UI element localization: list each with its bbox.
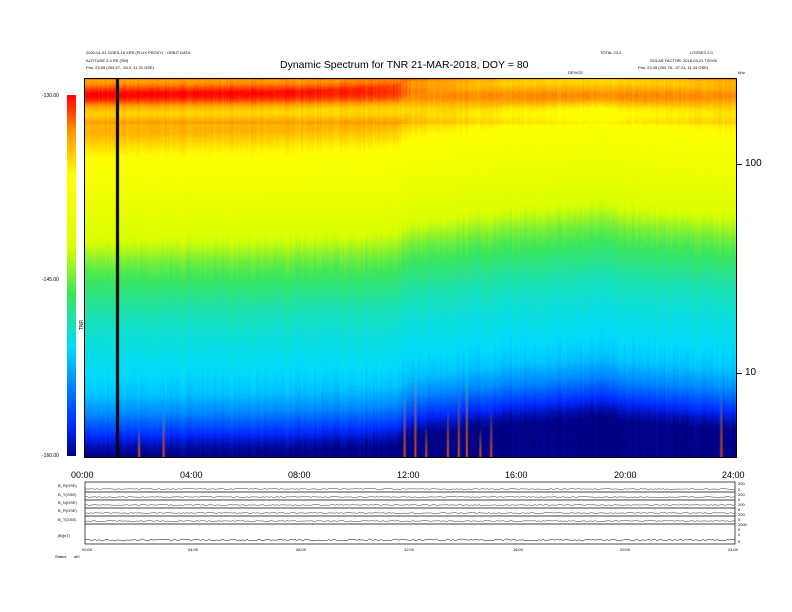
bottom-x-tick-6: 24:00 — [728, 547, 739, 552]
x-tick-4: 16:00 — [505, 470, 528, 480]
header-right-line2: LOSSES 2.0 — [690, 50, 713, 55]
bottom-x-tick-3: 12:00 — [404, 547, 415, 552]
bottom-x-tick-4: 16:00 — [513, 547, 524, 552]
x-tick-6: 24:00 — [722, 470, 745, 480]
bottom-panel — [84, 481, 736, 545]
right-tick-7: 200 — [738, 512, 745, 517]
footer-status-2: at0 — [74, 554, 80, 559]
right-tick-8: 0 — [738, 517, 741, 522]
colorbar-tick-mid: -145.00 — [42, 277, 59, 283]
x-tick-5: 20:00 — [614, 470, 637, 480]
bottom-x-tick-0: 00:00 — [82, 547, 93, 552]
footer-status: Status — [55, 554, 67, 559]
x-tick-0: 00:00 — [71, 470, 94, 480]
y-tick-100-mark — [736, 164, 742, 165]
right-tick-11: 2 — [738, 532, 741, 537]
x-tick-3: 12:00 — [397, 470, 420, 480]
bottom-x-tick-1: 04:00 — [188, 547, 199, 552]
right-tick-5: 200 — [738, 502, 745, 507]
row-label-2: B_T(GSE) — [58, 492, 77, 497]
trace-row-5 — [84, 520, 736, 522]
trace-row-6 — [84, 538, 736, 542]
row-label-5: B_T(GSE) — [58, 517, 77, 522]
bottom-x-tick-2: 08:00 — [296, 547, 307, 552]
y-tick-10-mark — [736, 373, 742, 374]
trace-row-1 — [84, 488, 736, 490]
right-tick-4: 0 — [738, 497, 741, 502]
right-tick-1: 200 — [738, 481, 745, 486]
trace-row-3 — [84, 504, 736, 506]
right-tick-3: 200 — [738, 492, 745, 497]
header-right-line4: Pos: 23.49 (253.78, -37.23, 11.34 GSE) — [638, 65, 709, 70]
y-tick-10: 10 — [745, 367, 757, 378]
right-tick-12: 0 — [738, 539, 741, 544]
bottom-x-tick-5: 20:00 — [620, 547, 631, 552]
header-right-line1: TOTAL 23.4 — [600, 50, 622, 55]
x-tick-1: 04:00 — [180, 470, 203, 480]
row-label-1: B_R(GSE) — [58, 483, 77, 488]
trace-row-4 — [84, 512, 736, 514]
header-left-line1: 2020-01-01 GOES-16 XRS (FLUX PROXY) · OR… — [86, 50, 191, 55]
colorbar-tick-bottom: -160.00 — [42, 453, 59, 459]
spectrogram-plot — [84, 78, 737, 458]
right-tick-9: 1000 — [738, 522, 747, 527]
right-tick-10: 0 — [738, 527, 741, 532]
top-right-unit: kHz — [738, 70, 745, 75]
header-left-line3: Pos: 23.59 (253.57, -34.9, 11.31 GSE) — [86, 65, 154, 70]
right-tick-2: 0 — [738, 487, 741, 492]
colorbar-label: TNR — [79, 319, 86, 331]
header-right-line3: SOLAR FACTOR: 2018-03-21 T00:00 — [650, 58, 717, 63]
header-center-small: DEVICE — [568, 70, 583, 75]
row-label-6: |B|(nT) — [58, 533, 71, 538]
trace-row-2 — [84, 496, 736, 498]
y-tick-100: 100 — [745, 158, 762, 169]
x-tick-2: 08:00 — [288, 470, 311, 480]
row-label-4: B_R(GSE) — [58, 508, 77, 513]
right-tick-6: 0 — [738, 507, 741, 512]
right-axis — [736, 78, 746, 458]
row-label-3: B_N(GSE) — [58, 500, 77, 505]
header-left-line2: ALTITUDE 2.4 RE (SM) — [86, 58, 129, 63]
colorbar — [67, 95, 76, 456]
chart-title: Dynamic Spectrum for TNR 21-MAR-2018, DO… — [280, 59, 529, 71]
colorbar-tick-top: -130.00 — [42, 93, 59, 99]
